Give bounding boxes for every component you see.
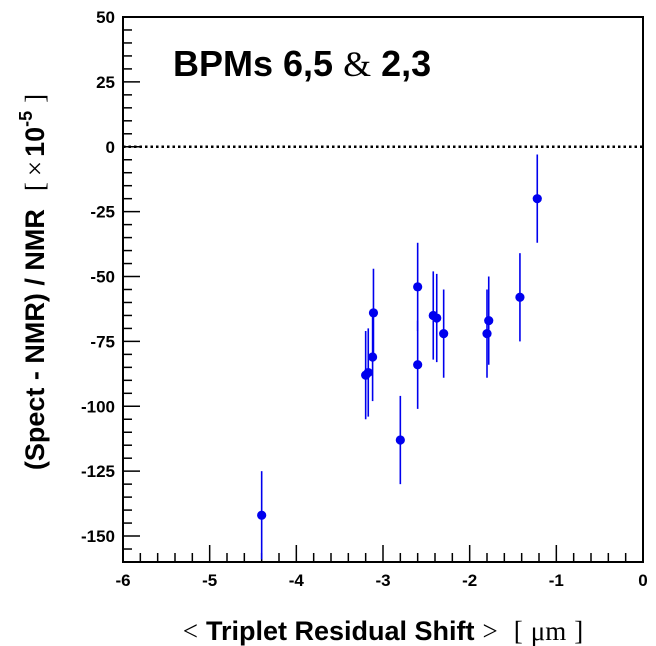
data-point — [532, 194, 542, 204]
x-tick-label: -5 — [202, 571, 217, 590]
data-point — [368, 352, 378, 362]
y-tick-label: 25 — [96, 73, 115, 92]
x-tick-label: -6 — [115, 571, 130, 590]
x-tick-label: -3 — [375, 571, 390, 590]
data-point — [439, 329, 449, 339]
data-point — [257, 510, 267, 520]
y-tick-label: -50 — [90, 268, 115, 287]
y-axis-label: (Spect - NMR) / NMR[×10-5] — [16, 94, 50, 470]
data-point — [432, 313, 442, 323]
x-tick-label: -1 — [549, 571, 564, 590]
y-tick-label: -125 — [81, 462, 115, 481]
x-tick-label: -2 — [462, 571, 477, 590]
axis-ticks — [122, 16, 644, 563]
y-tick-label: -75 — [90, 332, 115, 351]
points-group — [257, 154, 542, 560]
data-point — [482, 329, 492, 339]
x-axis-label: < Triplet Residual Shift >[μm] — [183, 616, 584, 646]
y-tick-label: -25 — [90, 203, 115, 222]
data-point — [484, 316, 494, 326]
data-point — [368, 308, 379, 318]
data-point — [395, 435, 405, 445]
y-tick-label: -150 — [81, 527, 115, 546]
x-tick-label: -4 — [289, 571, 305, 590]
y-tick-label: 50 — [96, 8, 115, 27]
data-points — [257, 154, 542, 560]
data-point — [515, 292, 525, 302]
data-point — [413, 282, 423, 292]
x-tick-label: 0 — [638, 571, 647, 590]
tick-labels: -6 -5 -4 -3 -2 -1 0 50 25 0 -25 -50 -75 -100 -125 -150 — [81, 8, 648, 590]
plot-frame — [122, 16, 644, 563]
y-tick-label: -100 — [81, 397, 115, 416]
data-point — [413, 360, 423, 370]
y-tick-label: 0 — [106, 138, 115, 157]
data-point — [363, 367, 373, 378]
chart-title: BPMs 6,5 & 2,3 — [173, 43, 431, 84]
plot-border — [122, 16, 644, 563]
